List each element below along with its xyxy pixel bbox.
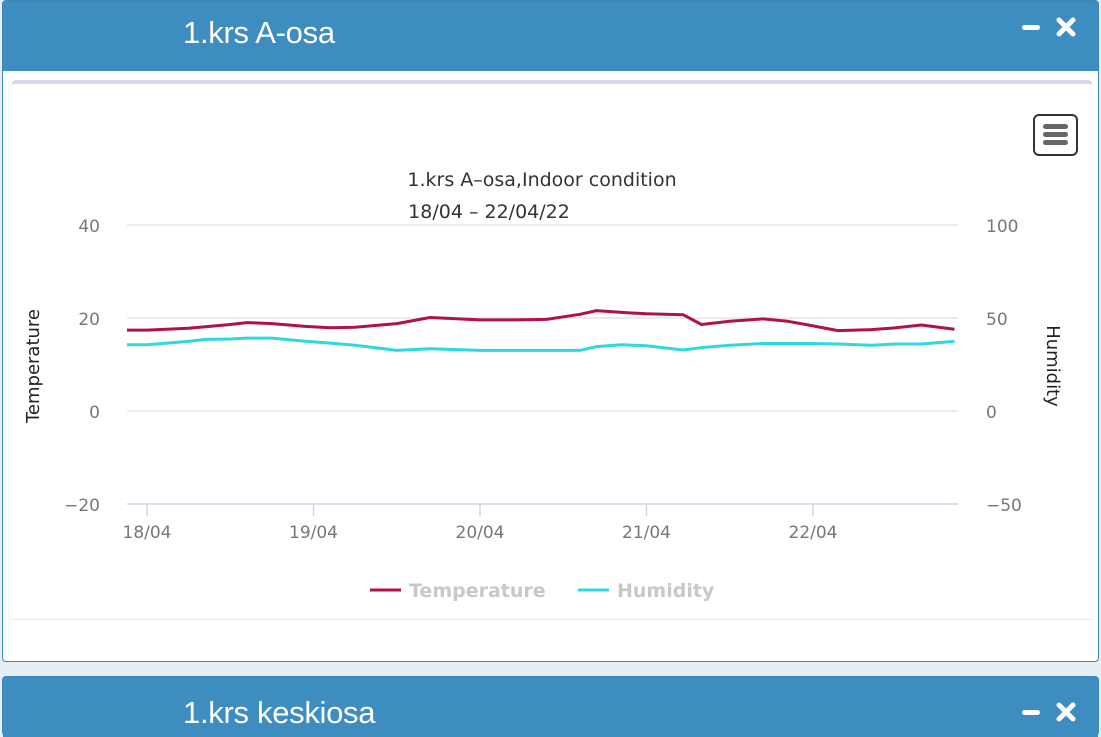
svg-text:−50: −50 bbox=[986, 496, 1022, 516]
svg-text:0: 0 bbox=[89, 403, 100, 423]
chart-context-menu-button[interactable] bbox=[1033, 114, 1078, 156]
svg-text:0: 0 bbox=[986, 403, 997, 423]
temperature-series-line[interactable] bbox=[127, 309, 955, 333]
right-y-ticks: 100 50 0 −50 bbox=[986, 217, 1022, 516]
right-axis-label: Humidity bbox=[1042, 325, 1063, 407]
panel-title: 1.krs keskiosa bbox=[183, 695, 376, 730]
chart-title: 1.krs A–osa,Indoor condition bbox=[407, 169, 676, 191]
left-y-ticks: 40 20 0 −20 bbox=[64, 217, 100, 516]
legend-item-humidity[interactable]: Humidity bbox=[578, 580, 715, 602]
close-icon[interactable] bbox=[1055, 701, 1077, 723]
svg-text:20: 20 bbox=[78, 310, 100, 330]
left-axis-label: Temperature bbox=[23, 309, 44, 424]
x-axis-ticks: 18/04 19/04 20/04 21/04 22/04 bbox=[123, 504, 838, 543]
svg-text:Humidity: Humidity bbox=[617, 580, 715, 602]
close-icon[interactable] bbox=[1055, 16, 1077, 38]
legend-item-temperature[interactable]: Temperature bbox=[370, 580, 546, 602]
hamburger-line bbox=[1043, 140, 1068, 145]
widget-panel-a-osa: 1.krs A-osa bbox=[2, 0, 1099, 662]
chart-card bbox=[12, 80, 1092, 620]
svg-text:40: 40 bbox=[78, 217, 100, 237]
x-tick-label: 22/04 bbox=[789, 523, 838, 543]
x-tick-label: 20/04 bbox=[456, 523, 505, 543]
widget-panel-keskiosa: 1.krs keskiosa bbox=[2, 676, 1099, 737]
x-tick-label: 18/04 bbox=[123, 523, 172, 543]
chart: 1.krs A–osa,Indoor condition 18/04 – 22/… bbox=[23, 169, 1063, 602]
minimize-icon[interactable] bbox=[1020, 17, 1042, 39]
x-tick-label: 21/04 bbox=[622, 523, 671, 543]
svg-text:Temperature: Temperature bbox=[409, 580, 546, 602]
minimize-icon[interactable] bbox=[1020, 702, 1042, 724]
panel-header[interactable]: 1.krs A-osa bbox=[3, 1, 1098, 71]
panel-title: 1.krs A-osa bbox=[183, 15, 335, 50]
hamburger-menu-icon bbox=[1043, 124, 1068, 129]
humidity-series-line[interactable] bbox=[127, 336, 955, 352]
x-tick-label: 19/04 bbox=[289, 523, 338, 543]
svg-text:50: 50 bbox=[986, 310, 1008, 330]
chart-subtitle: 18/04 – 22/04/22 bbox=[408, 201, 570, 223]
svg-text:100: 100 bbox=[986, 217, 1018, 237]
svg-text:−20: −20 bbox=[64, 496, 100, 516]
hamburger-line bbox=[1043, 132, 1068, 137]
gridlines bbox=[127, 224, 958, 505]
panel-header[interactable]: 1.krs keskiosa bbox=[3, 677, 1098, 737]
